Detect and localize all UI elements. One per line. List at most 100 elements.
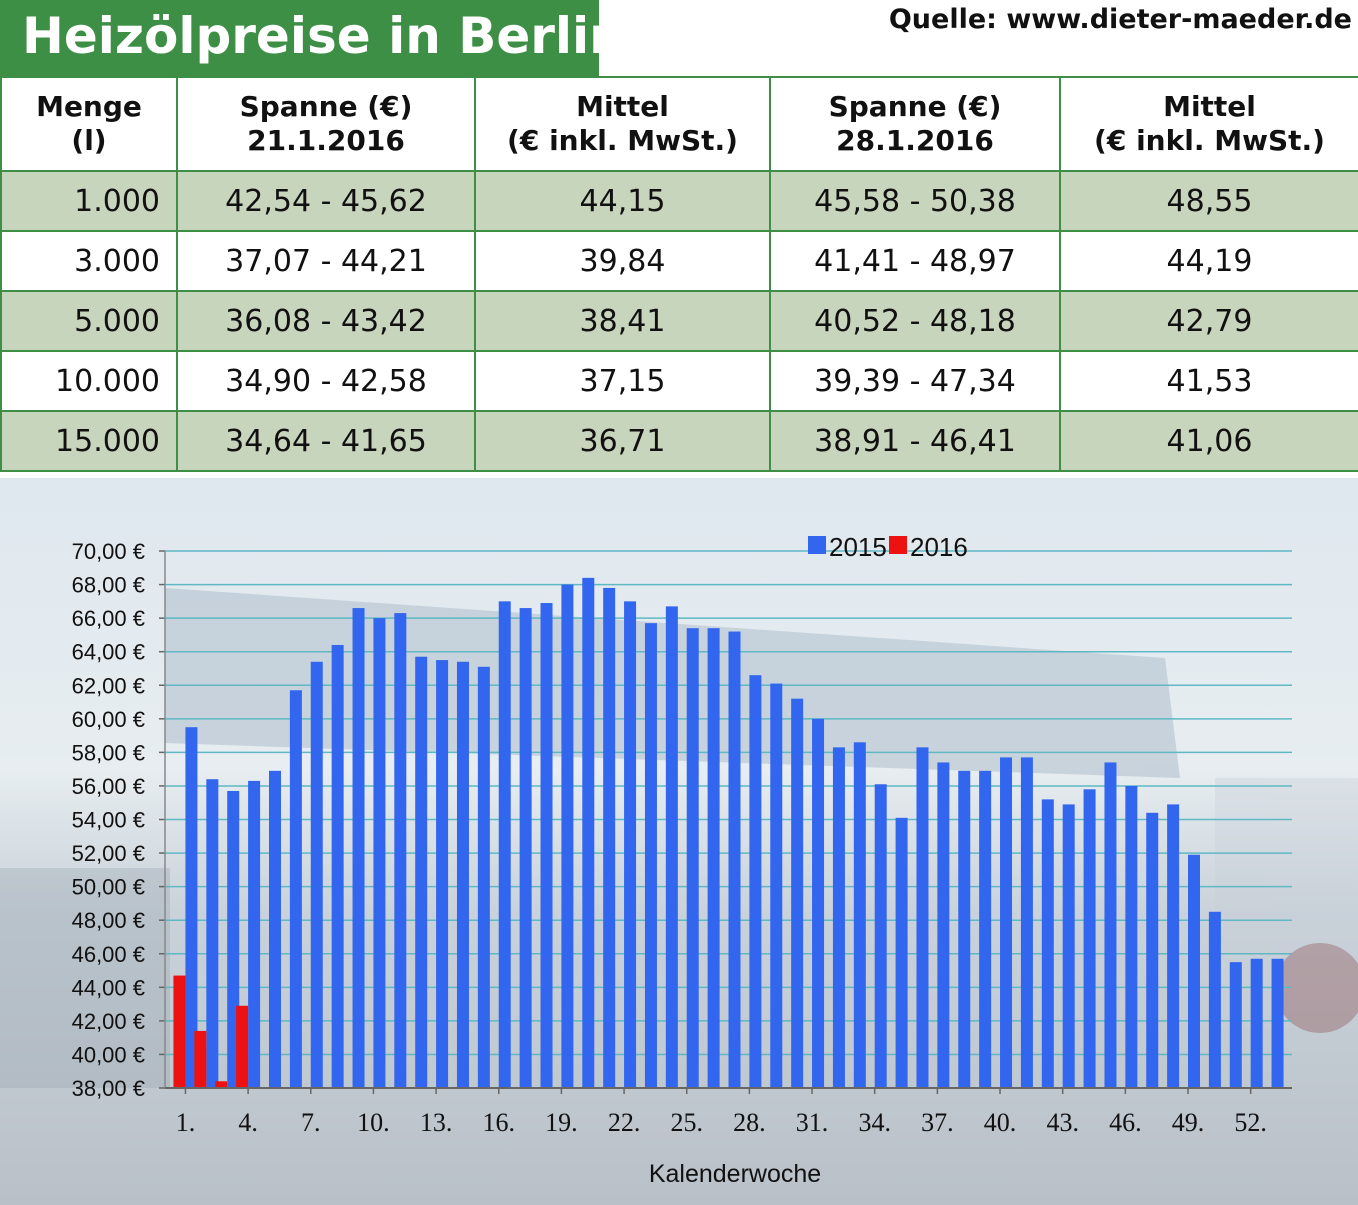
bar-2015 — [770, 683, 783, 1088]
header-mittel-1: Mittel (€ inkl. MwSt.) — [474, 76, 771, 172]
bar-2015 — [519, 608, 532, 1088]
bar-2015 — [206, 779, 219, 1088]
x-tick-label: 28. — [733, 1108, 766, 1137]
bar-2015 — [916, 747, 929, 1088]
bar-2015 — [686, 628, 699, 1088]
bar-2015 — [331, 644, 344, 1088]
x-tick-label: 4. — [238, 1108, 258, 1137]
bar-2015 — [1041, 799, 1054, 1088]
bar-2015 — [832, 747, 845, 1088]
bar-2015 — [1104, 762, 1117, 1088]
cell-menge: 1.000 — [0, 170, 178, 232]
y-tick-label: 46,00 € — [72, 942, 145, 967]
bar-2015 — [561, 584, 574, 1088]
x-axis-label: Kalenderwoche — [649, 1160, 821, 1188]
x-tick-label: 10. — [357, 1108, 390, 1137]
cell-mittel-1: 44,15 — [474, 170, 771, 232]
bar-2015 — [289, 690, 302, 1088]
table-row: 3.000 37,07 - 44,21 39,84 41,41 - 48,97 … — [0, 230, 1358, 292]
price-table: Menge (l) Spanne (€) 21.1.2016 Mittel (€ in… — [0, 76, 1358, 472]
bar-2015 — [1146, 812, 1159, 1088]
y-tick-label: 68,00 € — [72, 573, 145, 598]
bar-2015 — [582, 577, 595, 1088]
cell-spanne-2: 41,41 - 48,97 — [769, 230, 1061, 292]
table-row: 10.000 34,90 - 42,58 37,15 39,39 - 47,34… — [0, 350, 1358, 412]
cell-mittel-2: 41,06 — [1059, 410, 1358, 472]
x-tick-label: 40. — [984, 1108, 1017, 1137]
legend: 2015 2016 — [808, 532, 968, 562]
x-tick-label: 52. — [1234, 1108, 1267, 1137]
table-row: 1.000 42,54 - 45,62 44,15 45,58 - 50,38 … — [0, 170, 1358, 232]
bar-2015 — [1229, 962, 1242, 1088]
bar-2015 — [373, 618, 386, 1088]
bar-2015 — [310, 661, 323, 1088]
cell-mittel-1: 39,84 — [474, 230, 771, 292]
table-row: 5.000 36,08 - 43,42 38,41 40,52 - 48,18 … — [0, 290, 1358, 352]
legend-swatch-2015 — [808, 536, 826, 554]
bar-2015 — [1208, 911, 1221, 1088]
cell-spanne-2: 39,39 - 47,34 — [769, 350, 1061, 412]
x-tick-label: 31. — [796, 1108, 829, 1137]
bar-2015 — [937, 762, 950, 1088]
y-tick-label: 42,00 € — [72, 1009, 145, 1034]
cell-mittel-2: 42,79 — [1059, 290, 1358, 352]
y-tick-label: 50,00 € — [72, 875, 145, 900]
bar-2015 — [644, 623, 657, 1088]
bar-2015 — [1062, 804, 1075, 1088]
bar-2015 — [248, 780, 261, 1088]
cell-spanne-1: 42,54 - 45,62 — [176, 170, 476, 232]
cell-menge: 10.000 — [0, 350, 178, 412]
x-axis-ticks: 1. 4. 7. 10. 13. 16. 19. 22. 25. 28. 31. 34. 37. 40. 4… — [176, 1088, 1267, 1137]
cell-spanne-2: 45,58 - 50,38 — [769, 170, 1061, 232]
x-tick-label: 49. — [1172, 1108, 1205, 1137]
header-mittel-2: Mittel (€ inkl. MwSt.) — [1059, 76, 1358, 172]
cell-spanne-1: 34,64 - 41,65 — [176, 410, 476, 472]
cell-menge: 5.000 — [0, 290, 178, 352]
bar-2015 — [624, 601, 637, 1088]
y-tick-label: 60,00 € — [72, 707, 145, 732]
bar-2015 — [456, 661, 469, 1088]
legend-label-2015: 2015 — [829, 532, 887, 562]
y-tick-label: 54,00 € — [72, 808, 145, 833]
y-axis-ticks: 38,00 € 40,00 € 42,00 € 44,00 € 46,00 € 48,00… — [72, 539, 166, 1101]
bar-2015 — [707, 628, 720, 1088]
cell-mittel-1: 37,15 — [474, 350, 771, 412]
bar-2015 — [979, 770, 992, 1088]
bar-2015 — [853, 742, 866, 1088]
cell-mittel-2: 44,19 — [1059, 230, 1358, 292]
header-spanne-2: Spanne (€) 28.1.2016 — [769, 76, 1061, 172]
bar-2015 — [352, 608, 365, 1088]
bar-2016 — [215, 1081, 228, 1088]
bar-2015 — [812, 718, 825, 1088]
bar-2015 — [958, 770, 971, 1088]
y-tick-label: 66,00 € — [72, 606, 145, 631]
x-tick-label: 13. — [420, 1108, 453, 1137]
cell-spanne-2: 40,52 - 48,18 — [769, 290, 1061, 352]
header-spanne-1: Spanne (€) 21.1.2016 — [176, 76, 476, 172]
x-tick-label: 22. — [608, 1108, 641, 1137]
y-tick-label: 64,00 € — [72, 640, 145, 665]
bar-2015 — [415, 656, 428, 1088]
bar-2015 — [603, 587, 616, 1088]
x-tick-label: 1. — [176, 1108, 196, 1137]
cell-spanne-1: 37,07 - 44,21 — [176, 230, 476, 292]
bar-2015 — [477, 666, 490, 1088]
y-tick-label: 40,00 € — [72, 1042, 145, 1067]
bar-2015 — [1125, 785, 1138, 1088]
x-tick-label: 37. — [921, 1108, 954, 1137]
bar-2015 — [394, 613, 407, 1088]
chart-panel: 38,00 € 40,00 € 42,00 € 44,00 € 46,00 € 48,00… — [0, 478, 1358, 1205]
y-tick-label: 58,00 € — [72, 740, 145, 765]
bar-2015 — [1167, 804, 1180, 1088]
bar-2015 — [1188, 854, 1201, 1088]
bar-2015 — [1000, 757, 1013, 1088]
bar-2016 — [236, 1005, 249, 1088]
table-header-row: Menge (l) Spanne (€) 21.1.2016 Mittel (€ in… — [0, 76, 1358, 172]
table-row: 15.000 34,64 - 41,65 36,71 38,91 - 46,41… — [0, 410, 1358, 472]
series-2016-bars — [173, 975, 249, 1088]
y-tick-label: 52,00 € — [72, 841, 145, 866]
bar-2015 — [268, 770, 281, 1088]
bar-2015 — [874, 784, 887, 1088]
x-tick-label: 34. — [858, 1108, 891, 1137]
legend-label-2016: 2016 — [910, 532, 968, 562]
